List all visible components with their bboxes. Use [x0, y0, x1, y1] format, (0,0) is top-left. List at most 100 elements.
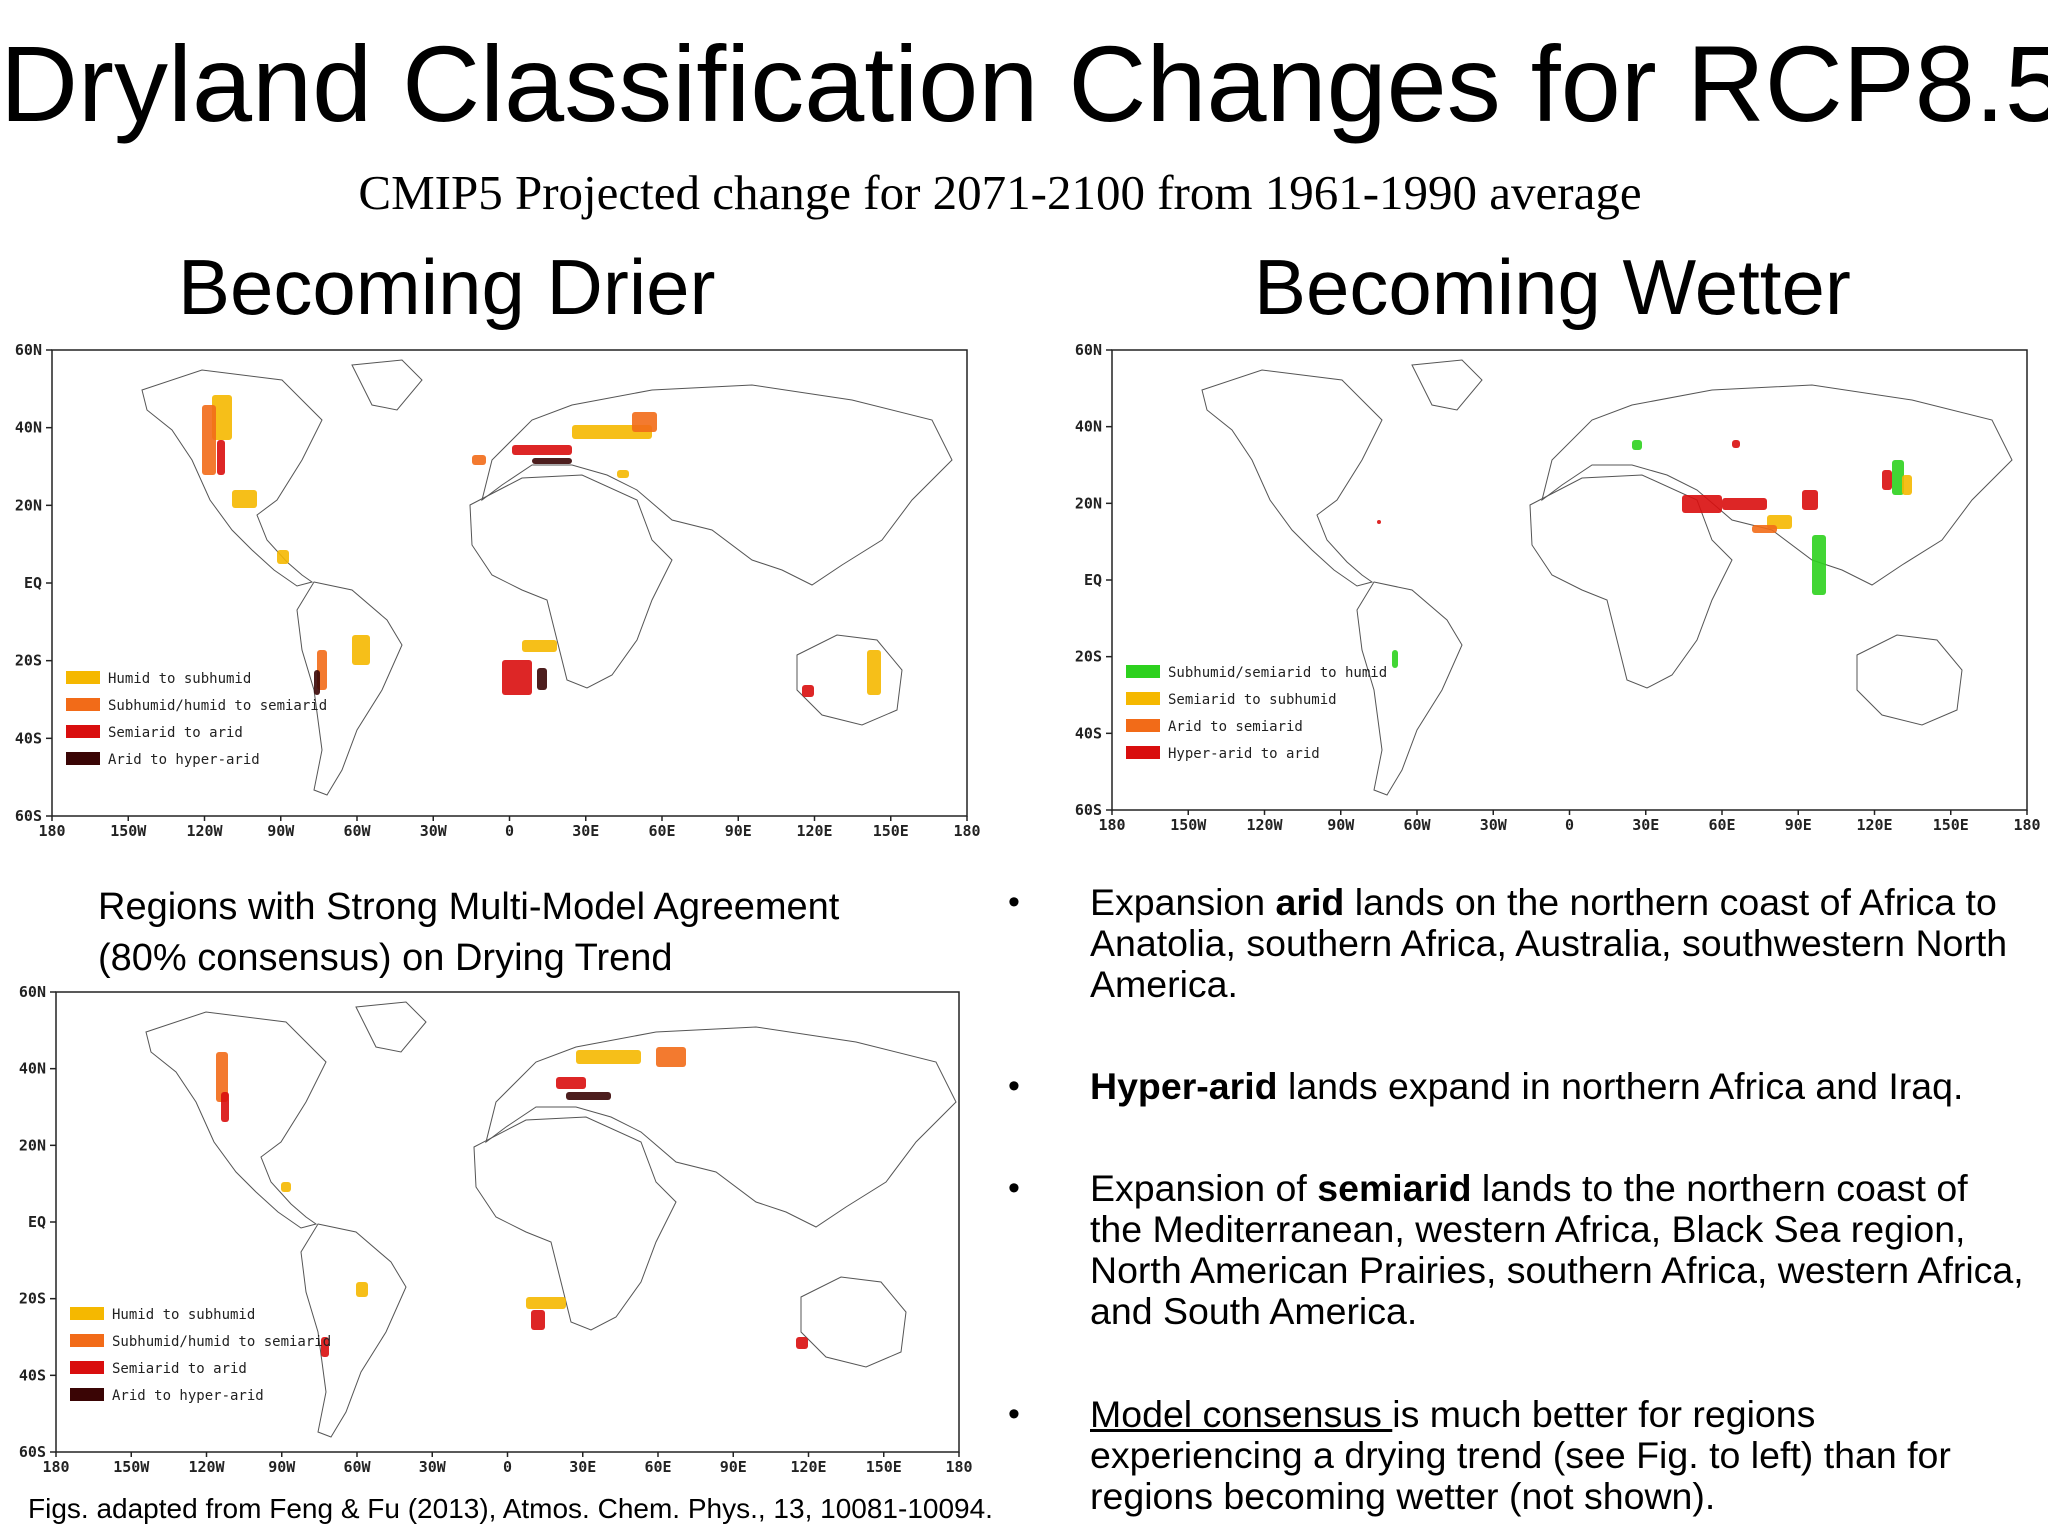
legend-swatch	[66, 698, 100, 711]
change-patch	[281, 1182, 291, 1192]
bullet-text: Expansion arid lands on the northern coa…	[1090, 882, 2030, 1005]
lat-tick-label: EQ	[1084, 571, 1102, 589]
slide-subtitle: CMIP5 Projected change for 2071-2100 fro…	[358, 165, 1642, 220]
africa-outline	[473, 1116, 677, 1331]
lon-tick-label: 180	[1098, 816, 1125, 834]
legend-swatch	[1126, 746, 1160, 759]
australia-outline	[796, 634, 903, 726]
continent-outlines	[145, 1001, 957, 1438]
legend-label: Humid to subhumid	[108, 671, 251, 687]
change-patch	[1682, 495, 1722, 513]
map-frame-group	[55, 991, 960, 1453]
legend-label: Humid to subhumid	[112, 1307, 255, 1323]
lon-tick-label: 60E	[1708, 816, 1735, 834]
lat-tick-label: 20S	[15, 652, 42, 670]
change-patch	[1722, 498, 1767, 510]
legend-swatch	[66, 671, 100, 684]
consensus-caption-line2: (80% consensus) on Drying Trend	[98, 937, 673, 979]
legend-label: Arid to hyper-arid	[108, 752, 260, 768]
map-frame-group	[1111, 349, 2028, 811]
lon-tick-label: 60E	[648, 822, 675, 840]
change-patch	[532, 458, 572, 464]
greenland-outline	[1411, 359, 1483, 411]
legend-label: Subhumid/semiarid to humid	[1168, 665, 1387, 681]
lat-tick-label: 20N	[19, 1136, 46, 1154]
map-frame	[1111, 349, 2028, 811]
australia-outline	[800, 1276, 907, 1368]
lon-tick-label: 30E	[569, 1458, 596, 1476]
legend-swatch	[70, 1334, 104, 1347]
bullet-marker: •	[1008, 1395, 1020, 1433]
lon-tick-label: 150W	[1170, 816, 1207, 834]
lat-tick-label: 60N	[19, 983, 46, 1001]
lat-tick-label: 60S	[19, 1443, 46, 1461]
north-america-outline	[145, 1011, 327, 1229]
change-patch	[576, 1050, 641, 1064]
bullet-text-bold: arid	[1275, 881, 1345, 923]
lon-tick-label: 120E	[1856, 816, 1892, 834]
map-becoming-wetter: 60N 40N 20N EQ 20S 40S 60S 180 150W 120W 90W 60W 30W…	[1060, 338, 2048, 838]
bullet-text-post: lands expand in northern Africa and Iraq…	[1277, 1065, 1964, 1107]
lat-tick-label: EQ	[24, 574, 42, 592]
change-patch	[472, 455, 486, 465]
legend-label: Arid to hyper-arid	[112, 1388, 264, 1404]
bullet-text: Model consensus is much better for regio…	[1090, 1394, 2030, 1517]
lon-tick-label: 180	[42, 1458, 69, 1476]
change-patch	[1812, 535, 1826, 595]
change-patch	[632, 412, 657, 432]
heading-becoming-drier: Becoming Drier	[178, 243, 716, 331]
bullet-text-post: lands on the northern coast of Africa to…	[1090, 881, 2008, 1005]
change-patch	[221, 1092, 229, 1122]
map-legend: Humid to subhumid Subhumid/humid to semia…	[70, 1307, 331, 1404]
heading-becoming-wetter: Becoming Wetter	[1254, 243, 1851, 331]
lon-tick-label: 150E	[873, 822, 909, 840]
north-america-outline	[141, 369, 323, 587]
change-patch	[537, 668, 547, 690]
legend-label: Arid to semiarid	[1168, 719, 1303, 735]
map-becoming-drier: 60N 40N 20N EQ 20S 40S 60S 180 150W 120W 90W 60W 30W…	[0, 338, 981, 840]
change-patch	[1902, 475, 1912, 495]
lon-tick-label: 30E	[572, 822, 599, 840]
change-patch	[277, 550, 289, 564]
south-america-outline	[300, 1223, 407, 1438]
slide-title: Dryland Classification Changes for RCP8.…	[0, 23, 2048, 144]
lon-tick-label: 180	[945, 1458, 972, 1476]
change-patch	[217, 440, 225, 475]
lon-tick-label: 90E	[720, 1458, 747, 1476]
lon-tick-label: 90W	[268, 1458, 296, 1476]
change-patch	[1377, 520, 1381, 524]
change-patch	[356, 1282, 368, 1297]
south-america-outline	[296, 581, 403, 796]
lon-tick-label: 120E	[796, 822, 832, 840]
europe-asia-outline	[1541, 384, 2013, 586]
change-patch	[1882, 470, 1892, 490]
europe-asia-outline	[485, 1026, 957, 1228]
lon-tick-label: 180	[2013, 816, 2040, 834]
change-patch	[531, 1310, 545, 1330]
lon-tick-label: 60W	[343, 1458, 371, 1476]
bullet-text-post: is much better for regions experiencing …	[1090, 1393, 1951, 1517]
legend-swatch	[70, 1307, 104, 1320]
consensus-caption-line1: Regions with Strong Multi-Model Agreemen…	[98, 886, 840, 928]
lon-tick-label: 60W	[343, 822, 371, 840]
legend-label: Semiarid to subhumid	[1168, 692, 1337, 708]
legend-swatch	[1126, 719, 1160, 732]
legend-swatch	[70, 1388, 104, 1401]
greenland-outline	[351, 359, 423, 411]
map-frame	[55, 991, 960, 1453]
change-patch	[216, 1052, 228, 1102]
lon-tick-label: 60E	[644, 1458, 671, 1476]
lat-tick-label: 40S	[1075, 724, 1102, 742]
bullet-text-underlined: Model consensus	[1090, 1393, 1393, 1435]
bullet-text-bold: semiarid	[1317, 1167, 1472, 1209]
lon-tick-label: 120E	[790, 1458, 826, 1476]
lon-tick-label: 180	[953, 822, 980, 840]
lon-tick-label: 120W	[186, 822, 223, 840]
change-patch	[212, 395, 232, 440]
change-patch	[232, 490, 257, 508]
lon-tick-label: 90W	[267, 822, 295, 840]
australia-outline	[1856, 634, 1963, 726]
